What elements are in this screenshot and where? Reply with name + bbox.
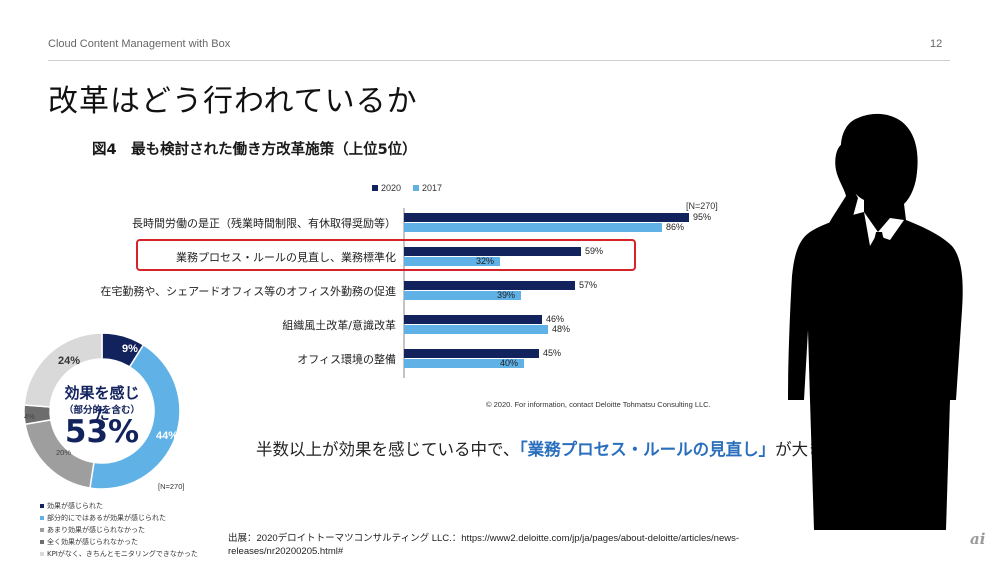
header-title: Cloud Content Management with Box [48, 38, 231, 50]
legend-item-2017: 2017 [413, 183, 442, 193]
bar-value-label: 48% [552, 324, 571, 334]
donut-slice-label-not-much: 20% [56, 448, 72, 457]
donut-legend-item: KPIがなく、きちんとモニタリングできなかった [40, 548, 198, 560]
donut-legend: 効果が感じられた 部分的にではあるが効果が感じられた あまり効果が感じられなかっ… [40, 500, 198, 560]
donut-n-label: [N=270] [158, 482, 185, 491]
page-number: 12 [930, 38, 943, 50]
bar-2020 [404, 349, 539, 358]
bar-2020 [404, 247, 581, 256]
donut-legend-swatch [40, 516, 44, 520]
donut-slice-label-partial: 44% [156, 430, 179, 442]
bar-value-label: 39% [497, 290, 516, 300]
key-message-part1: 半数以上が効果を感じている中で、 [256, 440, 520, 459]
chart-title: 図4 最も検討された働き方改革施策（上位5位） [92, 142, 417, 158]
donut-center-subtext: （部分的を含む） [63, 405, 140, 416]
bar-value-label: 59% [585, 246, 604, 256]
bar-value-label: 95% [693, 212, 712, 222]
bar-2017 [404, 359, 524, 368]
donut-slice [89, 343, 181, 490]
donut-legend-label: KPIがなく、きちんとモニタリングできなかった [47, 550, 198, 558]
donut-legend-item: 部分的にではあるが効果が感じられた [40, 512, 198, 524]
bar-value-label: 57% [579, 280, 598, 290]
businessman-on-phone-silhouette-icon [788, 113, 963, 530]
donut-legend-label: 部分的にではあるが効果が感じられた [47, 514, 166, 522]
donut-legend-label: あまり効果が感じられなかった [47, 526, 145, 534]
donut-slice-label-effective: 9% [122, 343, 138, 355]
bar-2020 [404, 281, 575, 290]
donut-legend-item: 効果が感じられた [40, 500, 198, 512]
bar-value-label: 46% [546, 314, 565, 324]
bar-value-label: 45% [543, 348, 562, 358]
chart-legend: 2020 2017 [372, 183, 442, 193]
donut-center-value: 53% [64, 414, 140, 450]
highlight-box [136, 239, 636, 271]
donut-legend-swatch [40, 540, 44, 544]
donut-slice [23, 332, 103, 408]
donut-legend-item: あまり効果が感じられなかった [40, 524, 198, 536]
bar-2020 [404, 315, 542, 324]
source-citation: 出展：2020デロイトトーマツコンサルティング LLC.：https://www… [228, 533, 740, 557]
chart-copyright: © 2020. For information, contact Deloitt… [486, 400, 711, 409]
bar-2020 [404, 213, 689, 222]
donut-legend-label: 効果が感じられた [47, 502, 103, 510]
legend-swatch-2020 [372, 185, 378, 191]
bar-2017 [404, 325, 548, 334]
donut-legend-item: 全く効果が感じられなかった [40, 536, 198, 548]
logo: ai [970, 530, 986, 548]
bar-category-label: 組織風土改革/意識改革 [282, 319, 396, 332]
bar-2017 [404, 291, 521, 300]
donut-legend-swatch [40, 504, 44, 508]
bar-value-label: 32% [476, 256, 495, 266]
bar-value-label: 40% [500, 358, 519, 368]
bar-category-label: 業務プロセス・ルールの見直し、業務標準化 [176, 251, 396, 264]
bar-2017 [404, 223, 662, 232]
bar-value-label: 86% [666, 222, 685, 232]
bar-category-label: 長時間労働の是正（残業時間制限、有休取得奨励等） [132, 217, 396, 230]
bar-chart-n-label: [N=270] [686, 201, 718, 211]
bar-2017 [404, 257, 500, 266]
donut-legend-swatch [40, 528, 44, 532]
legend-label-2017: 2017 [422, 183, 443, 193]
legend-swatch-2017 [413, 185, 420, 191]
bar-category-label: 在宅勤務や、シェアードオフィス等のオフィス外勤務の促進 [100, 285, 396, 298]
slide-title: 改革はどう行われているか [48, 84, 418, 119]
donut-center-text: 効果を感じた [64, 384, 140, 423]
donut-slice-label-none: 4% [24, 412, 35, 421]
donut-legend-label: 全く効果が感じられなかった [47, 538, 138, 546]
legend-item-2020: 2020 [372, 183, 401, 193]
bar-category-label: オフィス環境の整備 [297, 353, 396, 366]
key-message-accent: 「業務プロセス・ルールの見直し」 [519, 440, 776, 459]
legend-label-2020: 2020 [381, 183, 402, 193]
donut-legend-swatch [40, 552, 44, 556]
donut-slice-label-no-kpi: 24% [58, 355, 81, 367]
header-divider [48, 60, 950, 61]
